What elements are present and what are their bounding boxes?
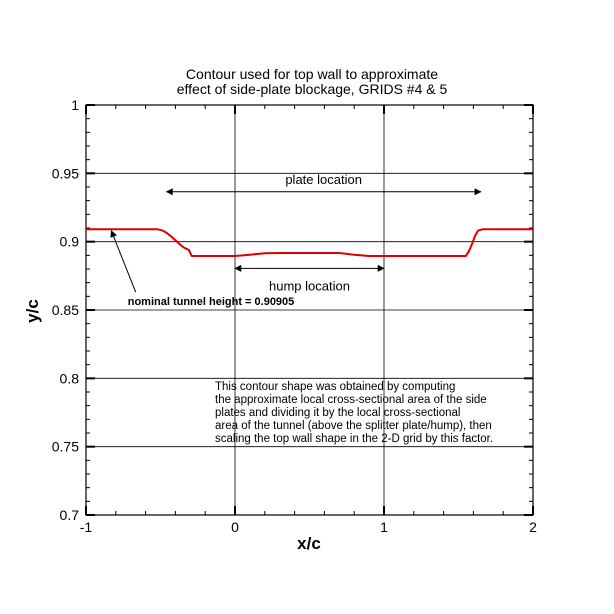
y-tick-label: 0.85 — [52, 302, 79, 318]
tick-labels: -1 0 1 2 0.7 0.75 0.8 0.85 0.9 0.95 1 — [52, 97, 537, 535]
y-tick-label: 0.9 — [60, 234, 80, 250]
hump-location-label: hump location — [269, 278, 350, 293]
y-tick-label: 0.8 — [60, 370, 80, 386]
y-axis-label: y/c — [23, 299, 42, 323]
note-line-4: area of the tunnel (above the splitter p… — [215, 420, 492, 432]
x-tick-label: 2 — [529, 519, 537, 535]
plot-frame — [85, 104, 534, 516]
x-tick-label: -1 — [80, 519, 93, 535]
y-tick-label: 0.75 — [52, 439, 79, 455]
note-line-3: plates and dividing it by the local cros… — [215, 407, 460, 419]
note-line-5: scaling the top wall shape in the 2-D gr… — [215, 433, 493, 445]
chart-title: Contour used for top wall to approximate — [186, 66, 438, 82]
note-line-2: the approximate local cross-sectional ar… — [215, 394, 487, 406]
y-tick-label: 0.95 — [52, 165, 79, 181]
grid — [86, 105, 533, 515]
y-tick-label: 1 — [71, 97, 79, 113]
y-tick-label: 0.7 — [60, 507, 80, 523]
x-tick-label: 0 — [231, 519, 239, 535]
x-axis-label: x/c — [297, 534, 321, 553]
nominal-height-arrow — [110, 230, 137, 293]
x-tick-label: 1 — [380, 519, 388, 535]
note-line-1: This contour shape was obtained by compu… — [215, 381, 455, 393]
plate-location-label: plate location — [285, 172, 362, 187]
chart-subtitle: effect of side-plate blockage, GRIDS #4 … — [177, 81, 448, 97]
annotations: plate location hump location nominal tun… — [110, 172, 493, 445]
series-line — [86, 228, 533, 257]
nominal-height-label: nominal tunnel height = 0.90905 — [128, 296, 295, 308]
